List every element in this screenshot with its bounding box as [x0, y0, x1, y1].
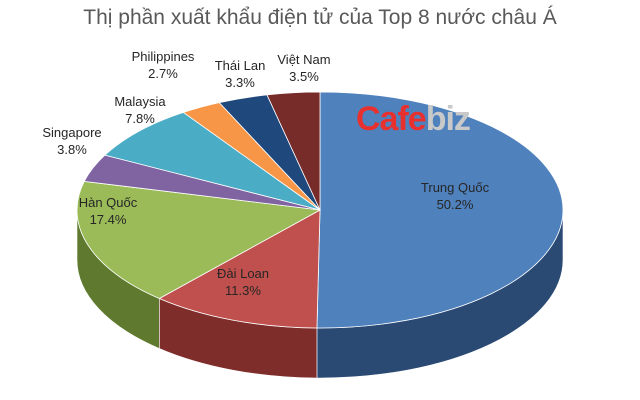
slice-label-name-1: Đài Loan — [217, 266, 269, 281]
pie-slice-4 — [104, 111, 321, 211]
slice-label-value-4: 7.8% — [125, 111, 155, 126]
slice-label-value-5: 2.7% — [148, 66, 178, 81]
chart-title: Thị phần xuất khẩu điện tử của Top 8 nướ… — [83, 6, 557, 29]
slice-label-value-3: 3.8% — [57, 142, 87, 157]
slice-label-value-1: 11.3% — [225, 283, 261, 298]
pie-labels: Trung Quốc 50.2% Đài Loan 11.3% Hàn Quốc 17.4… — [42, 49, 489, 298]
slice-label-name-5: Philippines — [132, 49, 195, 64]
slice-label-value-6: 3.3% — [225, 75, 255, 90]
pie-slices — [76, 91, 564, 329]
slice-label-name-3: Singapore — [42, 125, 101, 140]
pie-slice-2 — [76, 180, 322, 299]
slice-label-value-2: 17.4% — [90, 212, 127, 227]
slice-label-value-0: 50.2% — [437, 197, 474, 212]
pie-slice-1 — [158, 209, 321, 329]
cafebiz-watermark-logo: Cafebiz — [356, 100, 471, 138]
slice-label-name-4: Malaysia — [114, 94, 166, 109]
pie-slice-0 — [316, 91, 564, 329]
pie-slice-7 — [266, 91, 321, 211]
slice-label-value-7: 3.5% — [289, 69, 319, 84]
pie-sides — [76, 209, 564, 379]
slice-label-name-0: Trung Quốc — [421, 180, 490, 195]
slice-label-name-2: Hàn Quốc — [79, 195, 138, 210]
slice-label-name-7: Việt Nam — [277, 52, 330, 67]
slice-label-name-6: Thái Lan — [215, 58, 266, 73]
